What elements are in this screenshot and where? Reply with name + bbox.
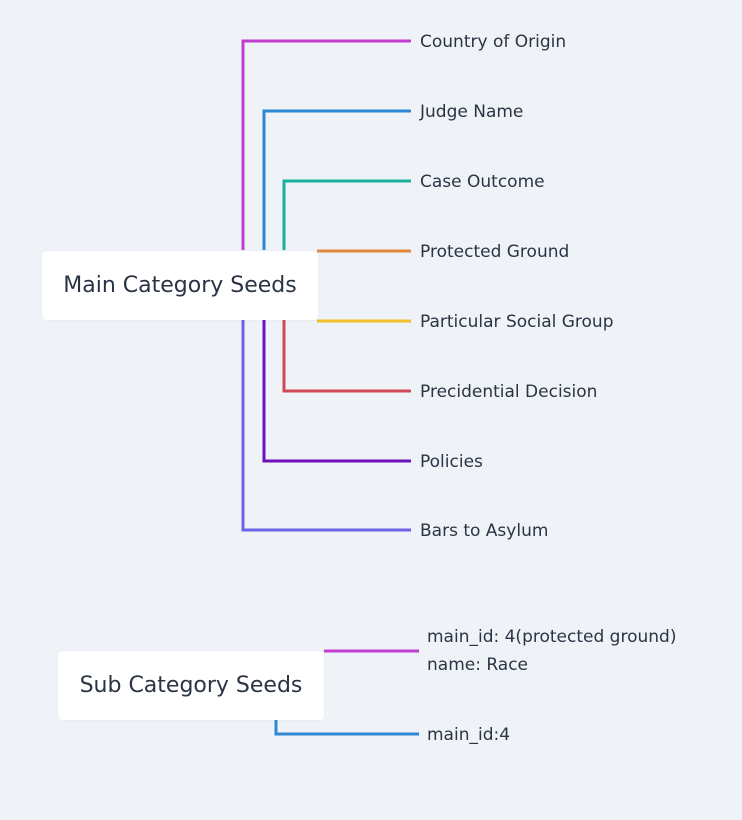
connector-case-outcome: [282, 179, 411, 250]
connector-policies: [262, 320, 411, 463]
node-precidential-decision: Precidential Decision: [420, 382, 598, 402]
node-protected-ground: Protected Ground: [420, 242, 570, 262]
main-category-seeds-node: Main Category Seeds: [42, 251, 318, 320]
node-sub-race: main_id: 4(protected ground) name: Race: [427, 623, 676, 679]
connector-sub-main-id: [274, 720, 419, 736]
connector-judge-name: [262, 109, 411, 250]
node-sub-race-line1: main_id: 4(protected ground): [427, 627, 677, 647]
node-country-of-origin: Country of Origin: [420, 32, 567, 52]
connector-bars-to-asylum: [241, 320, 411, 532]
node-case-outcome: Case Outcome: [420, 172, 545, 192]
sub-category-seeds-label: Sub Category Seeds: [79, 673, 303, 698]
connector-precidential-decision: [282, 320, 411, 393]
node-sub-race-line2: name: Race: [427, 655, 529, 675]
node-sub-main-id: main_id:4: [427, 725, 511, 745]
main-category-seeds-label: Main Category Seeds: [63, 273, 297, 298]
connector-country-of-origin: [241, 39, 411, 250]
node-policies: Policies: [420, 452, 483, 472]
node-judge-name: Judge Name: [420, 102, 524, 122]
sub-category-seeds-node: Sub Category Seeds: [58, 651, 324, 720]
node-bars-to-asylum: Bars to Asylum: [420, 521, 549, 541]
node-particular-social-group: Particular Social Group: [420, 312, 614, 332]
